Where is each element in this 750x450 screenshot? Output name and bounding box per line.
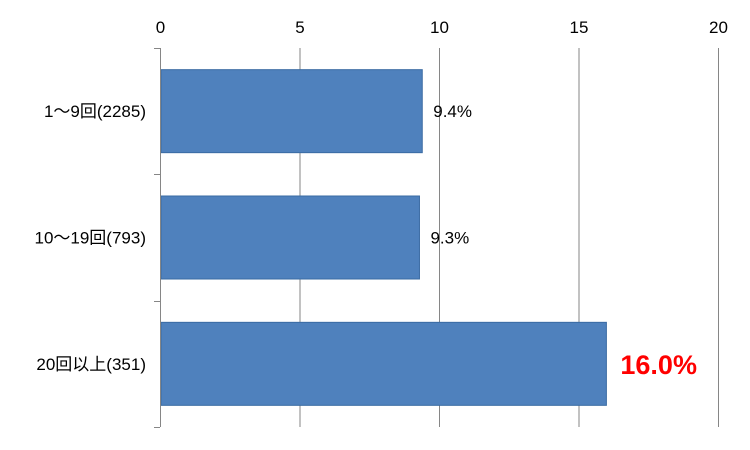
x-tick-label: 20: [709, 18, 728, 37]
x-tick-label: 0: [156, 18, 165, 37]
x-tick-label: 10: [430, 18, 449, 37]
y-axis: [154, 48, 161, 428]
category-label: 10〜19回(793): [34, 229, 146, 248]
bar: [160, 69, 423, 154]
category-labels: 1〜9回(2285) 10〜19回(793) 20回以上(351): [34, 102, 146, 374]
data-label: 9.3%: [430, 229, 469, 248]
bar: [160, 195, 420, 280]
data-labels: 9.4% 9.3% 16.0%: [430, 102, 696, 380]
x-tick-label: 5: [295, 18, 304, 37]
bars: [160, 69, 607, 406]
category-label: 1〜9回(2285): [44, 102, 146, 121]
data-label: 16.0%: [620, 350, 697, 380]
x-tick-label: 15: [570, 18, 589, 37]
data-label: 9.4%: [433, 102, 472, 121]
bar: [160, 321, 607, 406]
x-axis-ticks: 0 5 10 15 20: [156, 18, 728, 37]
category-label: 20回以上(351): [36, 355, 146, 374]
